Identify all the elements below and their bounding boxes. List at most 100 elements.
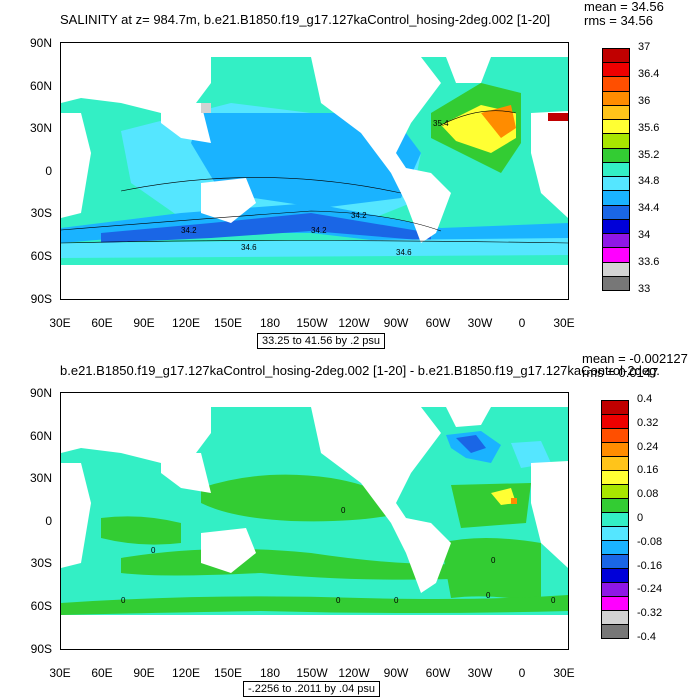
mediterranean-high (548, 113, 568, 121)
difference-map-svg: 0 0 0 0 0 0 0 0 (61, 393, 568, 649)
legend-swatch (601, 442, 629, 457)
legend-swatch (602, 161, 630, 178)
lon-label: 150E (213, 316, 243, 330)
legend-swatch (601, 498, 629, 513)
legend-label: 37 (638, 41, 651, 53)
legend-label: -0.4 (637, 631, 656, 643)
lon-label: 180 (259, 666, 281, 680)
legend-swatch (602, 233, 630, 249)
legend-label: 0.16 (637, 464, 659, 477)
legend-swatch (602, 62, 630, 78)
lat-label: 60N (29, 429, 52, 443)
contour-range: -.2256 to .2011 by .04 psu (243, 681, 380, 697)
legend-swatch (601, 624, 629, 639)
legend-swatch (602, 104, 630, 121)
contour-range: 33.25 to 41.56 by .2 psu (257, 333, 386, 349)
mediterranean-positive (491, 488, 516, 505)
legend-label: 0.08 (637, 488, 659, 501)
lat-label: 90N (29, 36, 52, 50)
lat-label: 30S (30, 556, 52, 570)
legend-label: -0.24 (637, 583, 663, 596)
antarctica (61, 615, 568, 649)
lon-label: 180 (259, 316, 281, 330)
legend-swatch (602, 218, 630, 235)
legend-label: 33 (638, 283, 651, 295)
lon-label: 120W (338, 666, 370, 680)
legend-swatch (602, 261, 630, 277)
legend-label: 0.24 (637, 440, 659, 453)
legend-swatch (601, 596, 629, 611)
legend-swatch (601, 414, 629, 429)
lat-label: 30N (29, 121, 52, 135)
americas (311, 57, 451, 243)
legend-label: 34.8 (638, 175, 660, 188)
legend-swatch (602, 48, 630, 64)
contour-label: 34.2 (351, 211, 367, 220)
contour-label: 34.6 (241, 243, 257, 252)
legend-label: -0.32 (637, 607, 663, 620)
greenland (446, 57, 491, 83)
contour-label: 0 (486, 591, 491, 600)
nordic-negative (511, 441, 551, 468)
eurasia (61, 57, 211, 113)
lon-label: 60W (425, 666, 451, 680)
south-asia (161, 453, 211, 493)
legend-swatch (601, 456, 629, 471)
legend-swatch (601, 428, 629, 443)
africa-west (531, 111, 568, 218)
contour-label: 0 (151, 546, 156, 555)
atlantic-zero (451, 483, 531, 528)
legend-swatch (601, 554, 629, 569)
legend-swatch (602, 204, 630, 220)
contour-label: 0 (121, 596, 126, 605)
legend-label: 33.6 (638, 256, 660, 269)
panel-title: SALINITY at z= 984.7m, b.e21.B1850.f19_g… (60, 12, 551, 27)
mean-stat: mean = -0.002127 (582, 351, 688, 366)
lon-label: 90W (383, 316, 409, 330)
contour-line (120, 177, 402, 194)
rms-stat: rms = 34.56 (584, 13, 654, 28)
legend-swatch (602, 275, 630, 291)
lon-label: 0 (518, 666, 526, 680)
lon-label: 60W (425, 316, 451, 330)
lon-label: 120E (171, 316, 201, 330)
lon-label: 150W (296, 316, 328, 330)
lon-label: 30W (467, 316, 493, 330)
lat-label: 0 (45, 514, 52, 528)
mediterranean-positive-core (511, 498, 517, 504)
lat-label: 0 (45, 164, 52, 178)
difference-panel: b.e21.B1850.f19_g17.127kaControl_hosing-… (0, 350, 700, 700)
contour-line (61, 210, 442, 232)
lon-label: 0 (518, 316, 526, 330)
southern-band-3 (61, 238, 568, 258)
lat-label: 60N (29, 79, 52, 93)
legend-swatch (601, 400, 629, 415)
southern-band-2 (101, 213, 431, 243)
contour-label: 0 (551, 596, 556, 605)
legend-label: 0.4 (637, 393, 653, 405)
legend-label: 35.2 (638, 148, 660, 161)
lon-label: 30E (553, 666, 575, 680)
legend-swatch (601, 540, 629, 555)
legend-swatch (601, 484, 629, 499)
legend-label: 0 (637, 512, 644, 524)
lon-label: 90W (383, 666, 409, 680)
contour-label: 0 (341, 506, 346, 515)
contour-line (440, 110, 517, 126)
salinity-map: 35.4 34.2 34.2 34.2 34.6 34.6 (60, 42, 569, 300)
lon-label: 30E (553, 316, 575, 330)
lon-label: 150E (213, 666, 243, 680)
legend-swatch (602, 176, 630, 192)
legend-swatch (601, 610, 629, 625)
lon-label: 30E (49, 666, 71, 680)
legend-label: -0.08 (637, 535, 663, 548)
south-asia (161, 103, 211, 143)
legend-swatch (602, 90, 630, 106)
lon-label: 60E (91, 316, 113, 330)
north-polar-land (61, 393, 568, 407)
mediterranean-outflow (481, 105, 516, 138)
salinity-map-svg: 35.4 34.2 34.2 34.2 34.6 34.6 (61, 43, 568, 299)
legend-swatch (601, 512, 629, 527)
lat-label: 60S (30, 599, 52, 613)
contour-label: 35.4 (433, 119, 449, 128)
